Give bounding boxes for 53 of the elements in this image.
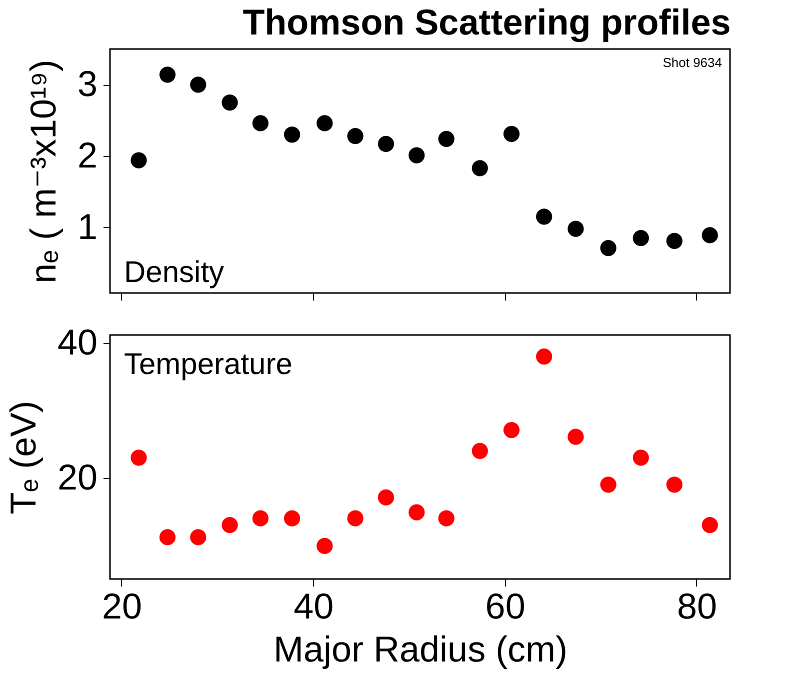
point xyxy=(284,126,300,143)
point xyxy=(130,152,147,168)
point xyxy=(568,428,584,445)
point xyxy=(159,529,176,546)
point xyxy=(190,529,206,546)
y-tick-label: 3 xyxy=(77,63,98,104)
point xyxy=(378,136,394,152)
point xyxy=(600,240,616,256)
y-tick-label: 20 xyxy=(57,456,98,498)
y-tick-label: 40 xyxy=(57,322,98,363)
x-tick-label: 40 xyxy=(294,586,334,626)
point xyxy=(408,147,425,164)
point xyxy=(190,76,206,93)
x-tick-label: 80 xyxy=(676,586,717,626)
point xyxy=(222,517,238,534)
point xyxy=(159,66,176,83)
annotation: Temperature xyxy=(124,348,292,381)
y-tick-label: 2 xyxy=(77,134,98,176)
annotation: Shot 9634 xyxy=(662,55,722,70)
point xyxy=(438,130,454,147)
point xyxy=(252,510,269,526)
point xyxy=(472,160,488,176)
point xyxy=(472,442,488,459)
point xyxy=(347,128,364,144)
point xyxy=(632,450,649,466)
annotation: Density xyxy=(124,256,224,289)
point xyxy=(666,476,682,493)
point xyxy=(378,489,394,506)
x-axis-title: Major Radius (cm) xyxy=(273,628,568,670)
point xyxy=(222,94,238,111)
point xyxy=(408,504,425,520)
point xyxy=(438,510,454,526)
point xyxy=(503,422,520,438)
y-axis-title: Tₑ (eV) xyxy=(2,400,44,514)
point xyxy=(702,227,718,244)
point xyxy=(600,476,616,493)
x-tick-label: 60 xyxy=(485,586,526,626)
y-axis-title: nₑ ( m⁻³x10¹⁹) xyxy=(22,60,64,284)
point xyxy=(316,538,333,554)
point xyxy=(130,450,147,466)
point xyxy=(568,220,584,237)
point xyxy=(316,115,333,132)
point xyxy=(632,230,649,246)
y-tick-label: 1 xyxy=(77,206,98,247)
point xyxy=(503,126,520,142)
point xyxy=(347,510,364,526)
chart-title: Thomson Scattering profiles xyxy=(242,1,731,42)
point xyxy=(702,517,718,534)
point xyxy=(536,208,552,225)
point xyxy=(284,510,300,526)
point xyxy=(536,348,552,365)
point xyxy=(252,115,269,132)
point xyxy=(666,232,682,249)
